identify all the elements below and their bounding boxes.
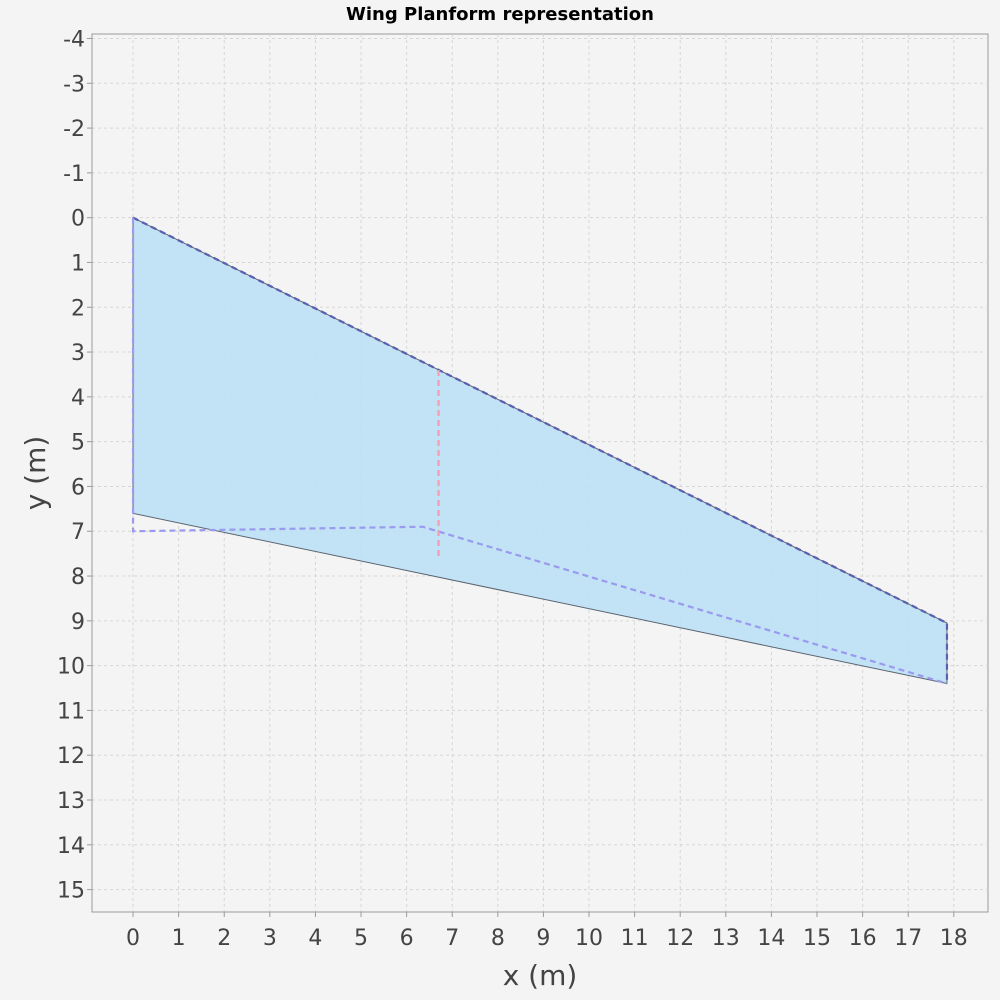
y-tick-label: -4: [63, 27, 85, 52]
x-tick-label: 14: [757, 926, 785, 951]
x-tick-label: 1: [172, 926, 186, 951]
y-tick-label: 1: [71, 251, 85, 276]
grid: [87, 34, 988, 917]
y-axis-label: y (m): [19, 436, 52, 511]
x-tick-label: 7: [445, 926, 459, 951]
y-tick-label: 6: [71, 475, 85, 500]
y-tick-label: 7: [71, 520, 85, 545]
chart-title: Wing Planform representation: [346, 4, 654, 25]
y-tick-label: 3: [71, 341, 85, 366]
x-axis-label: x (m): [503, 959, 578, 992]
x-tick-label: 9: [536, 926, 550, 951]
x-tick-label: 0: [126, 926, 140, 951]
x-tick-label: 17: [894, 926, 922, 951]
y-tick-label: 11: [57, 699, 85, 724]
planform-dashed-line: [132, 216, 949, 684]
y-tick-label: 12: [57, 744, 85, 769]
y-tick-label: 15: [57, 879, 85, 904]
y-tick-label: 10: [57, 655, 85, 680]
y-tick-label: -3: [63, 72, 85, 97]
x-tick-label: 11: [621, 926, 649, 951]
series-group: [131, 216, 949, 685]
x-tick-label: 5: [354, 926, 368, 951]
x-tick-labels: 0 1 2 3 4 5 6 7 8 9 10 11 12 13 14 15 16 17 18: [126, 926, 968, 951]
y-tick-label: 5: [71, 431, 85, 456]
y-tick-label: 14: [57, 834, 85, 859]
y-tick-label: -2: [63, 117, 85, 142]
y-tick-label: 8: [71, 565, 85, 590]
x-tick-label: 13: [712, 926, 740, 951]
y-tick-label: 13: [57, 789, 85, 814]
y-tick-label: 0: [71, 207, 85, 232]
x-tick-label: 3: [263, 926, 277, 951]
x-tick-label: 2: [217, 926, 231, 951]
x-tick-label: 8: [491, 926, 505, 951]
x-tick-label: 4: [308, 926, 322, 951]
x-tick-label: 6: [400, 926, 414, 951]
y-tick-label: 9: [71, 610, 85, 635]
x-tick-label: 12: [666, 926, 694, 951]
y-tick-label: 4: [71, 386, 85, 411]
x-tick-label: 15: [803, 926, 831, 951]
x-tick-label: 18: [940, 926, 968, 951]
x-tick-label: 16: [849, 926, 877, 951]
y-tick-label: -1: [63, 162, 85, 187]
y-tick-label: 2: [71, 296, 85, 321]
x-tick-label: 10: [575, 926, 603, 951]
